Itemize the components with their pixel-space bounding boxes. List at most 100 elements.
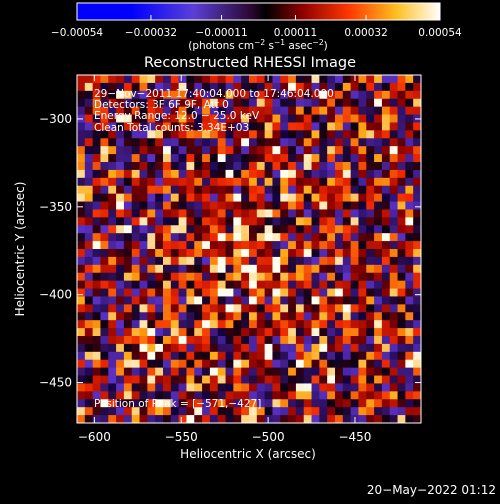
heatmap-cell — [295, 415, 305, 423]
heatmap-cell — [147, 193, 156, 203]
heatmap-cell — [123, 90, 133, 100]
heatmap-cell — [108, 367, 117, 377]
heatmap-cell — [123, 98, 133, 108]
heatmap-cell — [327, 375, 336, 385]
heatmap-cell — [241, 138, 250, 147]
heatmap-cell — [342, 296, 352, 305]
heatmap-cell — [131, 288, 141, 298]
heatmap-cell — [350, 177, 360, 187]
heatmap-cell — [100, 162, 109, 171]
heatmap-cell — [350, 249, 360, 258]
heatmap-cell — [209, 375, 219, 385]
heatmap-cell — [77, 336, 86, 345]
heatmap-cell — [303, 367, 313, 377]
heatmap-cell — [116, 328, 125, 337]
heatmap-cell — [288, 343, 297, 353]
heatmap-cell — [389, 225, 399, 234]
heatmap-cell — [374, 359, 383, 369]
heatmap-cell — [249, 209, 258, 218]
heatmap-cell — [319, 154, 328, 163]
heatmap-cell — [131, 122, 141, 131]
heatmap-cell — [295, 217, 305, 226]
heatmap-cell — [319, 296, 328, 305]
heatmap-cell — [170, 320, 180, 329]
heatmap-cell — [295, 272, 305, 282]
heatmap-cell — [381, 177, 391, 187]
heatmap-cell — [241, 351, 250, 361]
y-tick-label: −300 — [39, 112, 72, 126]
heatmap-cell — [311, 351, 320, 361]
heatmap-cell — [288, 407, 297, 416]
heatmap-cell — [209, 320, 219, 329]
heatmap-cell — [108, 375, 117, 385]
heatmap-cell — [155, 249, 164, 258]
heatmap-cell — [233, 138, 242, 147]
heatmap-cell — [256, 359, 266, 369]
heatmap-cell — [92, 415, 102, 423]
heatmap-cell — [123, 201, 133, 211]
heatmap-cell — [311, 209, 320, 218]
heatmap-cell — [92, 106, 102, 116]
heatmap-cell — [123, 241, 133, 250]
heatmap-cell — [350, 209, 360, 218]
heatmap-cell — [186, 177, 195, 187]
heatmap-cell — [209, 415, 219, 423]
heatmap-cell — [311, 233, 320, 242]
heatmap-cell — [241, 90, 250, 100]
heatmap-cell — [335, 241, 344, 250]
heatmap-cell — [84, 280, 94, 290]
heatmap-cell — [374, 304, 383, 313]
heatmap-cell — [405, 320, 414, 329]
heatmap-cell — [92, 177, 102, 187]
heatmap-cell — [116, 90, 125, 100]
heatmap-cell — [178, 162, 188, 171]
heatmap-cell — [256, 154, 266, 163]
heatmap-cell — [397, 130, 406, 139]
heatmap-cell — [256, 407, 266, 416]
heatmap-cell — [319, 264, 328, 274]
heatmap-cell — [397, 241, 406, 250]
heatmap-cell — [84, 98, 94, 108]
heatmap-cell — [319, 367, 328, 377]
heatmap-cell — [366, 241, 375, 250]
heatmap-cell — [131, 241, 141, 250]
heatmap-cell — [123, 106, 133, 116]
heatmap-cell — [342, 256, 352, 266]
heatmap-cell — [170, 82, 180, 92]
heatmap-cell — [225, 225, 234, 234]
heatmap-cell — [264, 193, 274, 203]
heatmap-cell — [186, 90, 195, 100]
heatmap-cell — [264, 359, 274, 369]
heatmap-cell — [335, 146, 344, 155]
heatmap-cell — [272, 225, 281, 234]
heatmap-cell — [116, 122, 125, 131]
heatmap-cell — [84, 225, 94, 234]
heatmap-cell — [397, 264, 406, 274]
heatmap-cell — [202, 106, 211, 116]
heatmap-cell — [217, 304, 227, 313]
heatmap-cell — [381, 256, 391, 266]
heatmap-cell — [84, 415, 94, 423]
heatmap-cell — [358, 122, 367, 131]
heatmap-cell — [77, 193, 86, 203]
heatmap-cell — [256, 375, 266, 385]
heatmap-cell — [77, 146, 86, 155]
heatmap-cell — [116, 304, 125, 313]
heatmap-cell — [256, 146, 266, 155]
heatmap-cell — [163, 75, 172, 84]
heatmap-cell — [311, 241, 320, 250]
heatmap-cell — [358, 336, 367, 345]
heatmap-cell — [374, 114, 383, 124]
heatmap-cell — [389, 367, 399, 377]
heatmap-cell — [131, 162, 141, 171]
heatmap-cell — [264, 383, 274, 392]
heatmap-cell — [366, 296, 375, 305]
heatmap-cell — [280, 138, 289, 147]
heatmap-cell — [327, 407, 336, 416]
heatmap-cell — [303, 383, 313, 392]
heatmap-cell — [92, 249, 102, 258]
heatmap-cell — [178, 399, 188, 408]
heatmap-cell — [108, 233, 117, 242]
heatmap-cell — [194, 169, 203, 179]
heatmap-cell — [342, 193, 352, 203]
